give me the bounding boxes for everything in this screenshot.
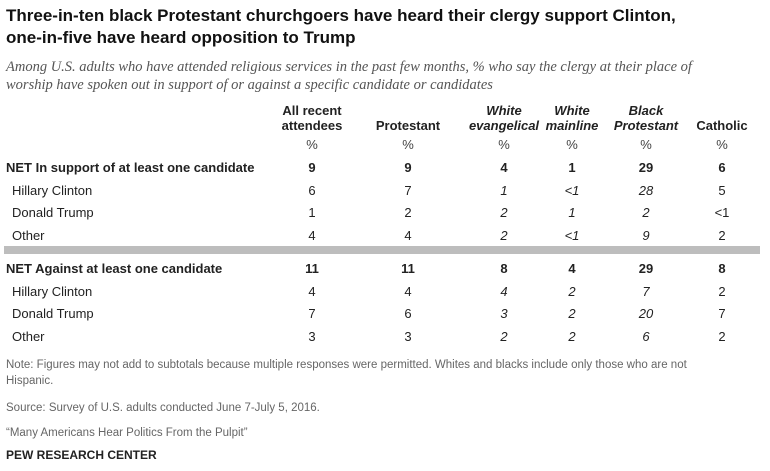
table-cell: 28 (638, 182, 654, 198)
chart-subtitle: Among U.S. adults who have attended reli… (6, 58, 766, 94)
table-cell: 11 (401, 261, 415, 276)
table-cell: 6 (404, 306, 412, 321)
table-cell: 20 (638, 306, 654, 321)
table-cell: 11 (305, 261, 319, 276)
table-cell: 2 (642, 205, 650, 220)
table-cell: 29 (638, 160, 654, 175)
row-label: Other (12, 328, 45, 344)
table-cell: 4 (404, 283, 412, 299)
percent-unit-label: % (716, 137, 728, 152)
table-cell: 8 (718, 261, 726, 276)
table-cell: 4 (568, 261, 576, 276)
net-row-label: NET Against at least one candidate (6, 261, 223, 276)
table-cell: 2 (568, 328, 576, 344)
table-cell: 7 (308, 306, 316, 321)
table-cell: 4 (404, 227, 412, 243)
percent-unit-label: % (402, 137, 414, 152)
column-header: White mainline (537, 103, 607, 133)
table-cell: 3 (404, 328, 412, 344)
table-cell: 6 (718, 160, 726, 175)
column-header-line-2: attendees (281, 118, 343, 133)
table-cell: 2 (718, 283, 726, 299)
table-cell: 1 (500, 182, 508, 198)
table-cell: 2 (500, 227, 508, 243)
net-row-label: NET In support of at least one candidate (6, 160, 255, 175)
table-cell: 9 (308, 160, 316, 175)
column-header-line-2: evangelical (468, 118, 540, 133)
column-header: All recent attendees (272, 103, 352, 133)
table-cell: 29 (638, 261, 654, 276)
table-cell: 2 (718, 227, 726, 243)
column-header-line-2: Protestant (613, 118, 679, 133)
report-title: “Many Americans Hear Politics From the P… (6, 427, 248, 439)
percent-unit-label: % (566, 137, 578, 152)
percent-unit-label: % (640, 137, 652, 152)
title-line-2: one-in-five have heard opposition to Tru… (6, 28, 356, 47)
table-cell: 4 (500, 283, 508, 299)
row-label: Hillary Clinton (12, 182, 93, 198)
table-cell: 1 (308, 205, 316, 220)
note-line-1: Note: Figures may not add to subtotals b… (6, 359, 687, 371)
row-label: Donald Trump (12, 306, 94, 321)
table-cell: <1 (564, 182, 580, 198)
column-header-line-1: All recent (282, 103, 342, 118)
column-header-line-2: mainline (545, 118, 599, 133)
percent-unit-label: % (498, 137, 510, 152)
table-cell: 8 (500, 261, 508, 276)
table-cell: 9 (404, 160, 412, 175)
table-cell: 4 (308, 283, 316, 299)
row-label: Donald Trump (12, 205, 94, 220)
table-cell: 1 (568, 205, 576, 220)
chart-title: Three-in-ten black Protestant churchgoer… (6, 5, 766, 49)
section-divider (4, 246, 760, 254)
note-line-2: Hispanic. (6, 375, 54, 387)
column-header-line-1: White (554, 103, 590, 118)
table-cell: 1 (568, 160, 576, 175)
row-label: Hillary Clinton (12, 283, 93, 299)
column-header-line-2: Catholic (696, 118, 748, 133)
note: Note: Figures may not add to subtotals b… (6, 357, 746, 389)
table-cell: 2 (568, 283, 576, 299)
column-header-line-1: White (486, 103, 522, 118)
source-note: Source: Survey of U.S. adults conducted … (6, 402, 320, 414)
table-cell: 7 (404, 182, 412, 198)
column-header-line-1: Black (628, 103, 664, 118)
table-cell: 4 (500, 160, 508, 175)
column-header: Catholic (687, 118, 757, 133)
table-cell: 2 (500, 328, 508, 344)
column-header-line-2: Protestant (375, 118, 441, 133)
row-label: Other (12, 227, 45, 243)
table-cell: 2 (718, 328, 726, 344)
percent-unit-label: % (306, 137, 318, 152)
column-header: Black Protestant (606, 103, 686, 133)
subtitle-line-1: Among U.S. adults who have attended reli… (6, 59, 692, 75)
table-cell: 4 (308, 227, 316, 243)
table-cell: 6 (642, 328, 650, 344)
table-cell: 2 (404, 205, 412, 220)
table-cell: 5 (718, 182, 726, 198)
table-cell: 9 (642, 227, 650, 243)
table-cell: <1 (714, 205, 730, 220)
brand-logo-text: PEW RESEARCH CENTER (6, 448, 157, 462)
table-cell: 7 (718, 306, 726, 321)
column-header: White evangelical (458, 103, 550, 133)
table-cell: <1 (564, 227, 580, 243)
table-cell: 6 (308, 182, 316, 198)
table-cell: 7 (642, 283, 650, 299)
subtitle-line-2: worship have spoken out in support of or… (6, 77, 493, 93)
title-line-1: Three-in-ten black Protestant churchgoer… (6, 6, 676, 25)
table-cell: 2 (568, 306, 576, 321)
column-header: Protestant (368, 118, 448, 133)
table-cell: 3 (500, 306, 508, 321)
table-cell: 2 (500, 205, 508, 220)
table-cell: 3 (308, 328, 316, 344)
